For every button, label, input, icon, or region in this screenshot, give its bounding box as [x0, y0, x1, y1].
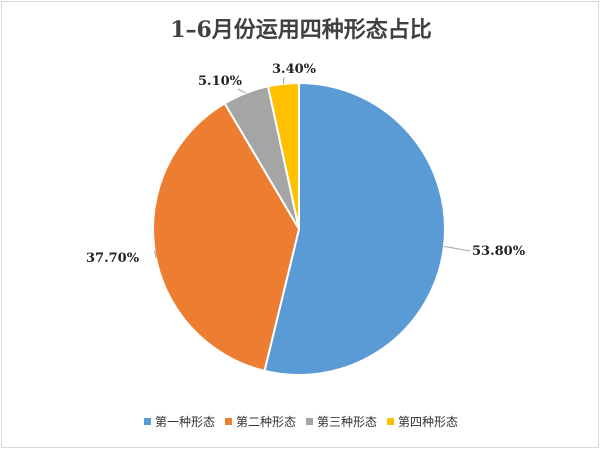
leader-line-1: [443, 245, 471, 252]
legend-item-1: 第一种形态: [143, 413, 215, 430]
pie-slices: [152, 81, 446, 376]
legend-label-3: 第三种形态: [317, 415, 378, 429]
legend-label-2: 第二种形态: [235, 415, 296, 429]
legend-item-3: 第三种形态: [306, 413, 377, 430]
leader-line-4: [282, 76, 285, 84]
chart-title: 1–6月份运用四种形态占比: [170, 17, 432, 43]
pie-slice-4: [266, 81, 300, 230]
legend-label-4: 第四种形态: [398, 415, 459, 429]
legend-item-4: 第四种形态: [387, 413, 458, 430]
legend-item-2: 第二种形态: [224, 413, 296, 430]
data-label-3: 5.10%: [198, 74, 243, 89]
legend: 第一种形态 第二种形态 第三种形态 第四种形态: [2, 413, 600, 430]
leader-line-3: [237, 88, 246, 94]
legend-label-1: 第一种形态: [154, 415, 215, 429]
legend-swatch-4: [387, 418, 395, 425]
legend-swatch-1: [143, 418, 151, 425]
data-label-4: 3.40%: [272, 62, 317, 77]
leader-lines: [154, 76, 471, 259]
legend-swatch-3: [306, 418, 313, 425]
data-label-2: 37.70%: [86, 251, 140, 266]
data-labels: 53.80% 37.70% 5.10% 3.40%: [86, 62, 526, 266]
legend-swatch-2: [224, 418, 232, 425]
data-label-1: 53.80%: [472, 244, 526, 259]
leader-line-2: [154, 250, 157, 259]
